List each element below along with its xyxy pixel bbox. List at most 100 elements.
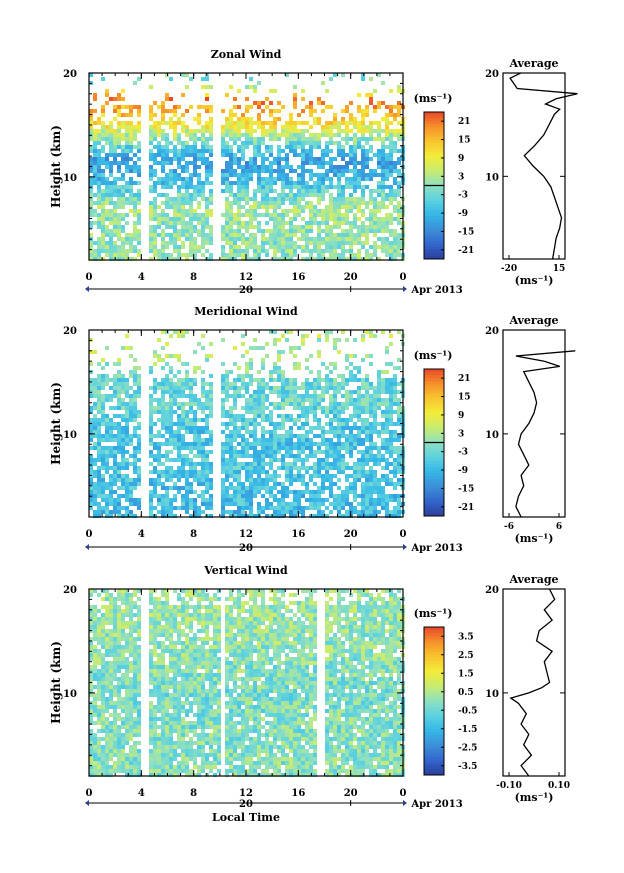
heatmap-cell [125,426,129,430]
heatmap-cell [357,229,361,233]
heatmap-cell [133,426,137,430]
heatmap-cell [121,506,125,510]
heatmap-cell [221,442,225,446]
heatmap-cell [129,434,133,438]
heatmap-cell [385,165,389,169]
heatmap-cell [105,466,109,470]
heatmap-cell [273,129,277,133]
heatmap-cell [257,249,261,253]
heatmap-cell [385,197,389,201]
heatmap-cell [377,221,381,225]
heatmap-cell [381,241,385,245]
heatmap-cell [309,137,313,141]
heatmap-cell [89,466,93,470]
heatmap-cell [245,478,249,482]
heatmap-cell [293,346,297,350]
heatmap-cell [133,454,137,458]
heatmap-cell [197,474,201,478]
heatmap-cell [373,454,377,458]
heatmap-cell [337,189,341,193]
heatmap-cell [369,97,373,101]
heatmap-cell [157,125,161,129]
heatmap-cell [341,249,345,253]
heatmap-cell [121,145,125,149]
heatmap-cell [245,209,249,213]
heatmap-cell [365,109,369,113]
heatmap-cell [133,414,137,418]
heatmap-cell [181,141,185,145]
heatmap-cell [373,189,377,193]
heatmap-cell [385,422,389,426]
heatmap-cell [173,209,177,213]
heatmap-cell [329,197,333,201]
heatmap-cell [393,233,397,237]
heatmap-cell [377,478,381,482]
heatmap-cell [361,458,365,462]
heatmap-cell [317,450,321,454]
heatmap-cell [157,478,161,482]
heatmap-cell [285,157,289,161]
heatmap-cell [369,133,373,137]
heatmap-cell [181,233,185,237]
heatmap-cell [209,462,213,466]
heatmap-cell [357,121,361,125]
heatmap-cell [149,394,153,398]
heatmap-cell [317,486,321,490]
heatmap-cell [121,113,125,117]
heatmap-cell [345,153,349,157]
heatmap-cell [189,406,193,410]
heatmap-cell [125,213,129,217]
heatmap-cell [185,185,189,189]
heatmap-cell [329,406,333,410]
heatmap-cell [301,514,305,518]
heatmap-cell [349,394,353,398]
heatmap-cell [329,225,333,229]
heatmap-cell [197,189,201,193]
heatmap-cell [293,133,297,137]
heatmap-cell [117,141,121,145]
heatmap-cell [353,133,357,137]
heatmap-cell [365,402,369,406]
heatmap-cell [361,109,365,113]
heatmap-cell [373,334,377,338]
heatmap-cell [201,466,205,470]
heatmap-cell [129,374,133,378]
colorbar-tick-label: 15 [458,393,471,403]
heatmap-cell [293,454,297,458]
heatmap-cell [125,141,129,145]
heatmap-cell [313,506,317,510]
heatmap-cell [381,189,385,193]
heatmap-cell [261,446,265,450]
heatmap-cell [393,390,397,394]
heatmap-cell [125,382,129,386]
heatmap-cell [313,193,317,197]
heatmap-cell [221,410,225,414]
heatmap-cell [177,257,181,261]
heatmap-cell [353,117,357,121]
heatmap-cell [245,410,249,414]
heatmap-cell [109,229,113,233]
heatmap-cell [205,593,209,597]
heatmap-cell [225,470,229,474]
heatmap-cell [257,165,261,169]
colorbar-swatch [424,115,444,119]
heatmap-cell [297,442,301,446]
heatmap-cell [89,430,93,434]
heatmap-cell [341,73,345,77]
heatmap-cell [333,117,337,121]
heatmap-cell [181,414,185,418]
heatmap-cell [385,510,389,514]
heatmap-cell [273,442,277,446]
heatmap-cell [289,593,293,597]
profile-frame [502,329,566,518]
heatmap-cell [177,446,181,450]
heatmap-cell [233,378,237,382]
heatmap-cell [369,330,373,334]
heatmap-cell [241,442,245,446]
heatmap-cell [185,169,189,173]
heatmap-cell [125,334,129,338]
heatmap-cell [293,121,297,125]
heatmap-cell [125,414,129,418]
